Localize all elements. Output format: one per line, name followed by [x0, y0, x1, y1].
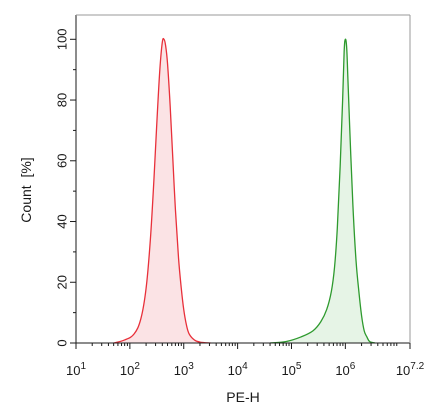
series-1-line	[113, 37, 211, 344]
axes-layer: 0 20 40 60 80 100 101 102 103 104 105 106 107.2	[55, 14, 425, 378]
y-tick-label: 60	[55, 154, 70, 168]
x-tick-label: 106	[335, 361, 355, 378]
x-tick-label: 103	[174, 361, 194, 378]
series-1-area	[113, 38, 211, 344]
series-2-line	[269, 38, 376, 344]
x-axis-title: PE-H	[226, 389, 259, 405]
y-tick-label: 20	[55, 275, 70, 289]
x-tick-label: 102	[120, 361, 140, 378]
y-tick-label: 100	[55, 28, 70, 50]
series-layer	[113, 37, 376, 344]
x-tick-label: 105	[281, 361, 301, 378]
y-tick-label: 80	[55, 93, 70, 107]
y-tick-label: 40	[55, 214, 70, 228]
y-axis-title: Count [%]	[18, 157, 34, 222]
x-tick-label: 104	[228, 361, 248, 378]
x-tick-label: 101	[66, 361, 86, 378]
y-tick-label: 0	[55, 339, 70, 346]
x-tick-label: 107.2	[396, 361, 425, 378]
